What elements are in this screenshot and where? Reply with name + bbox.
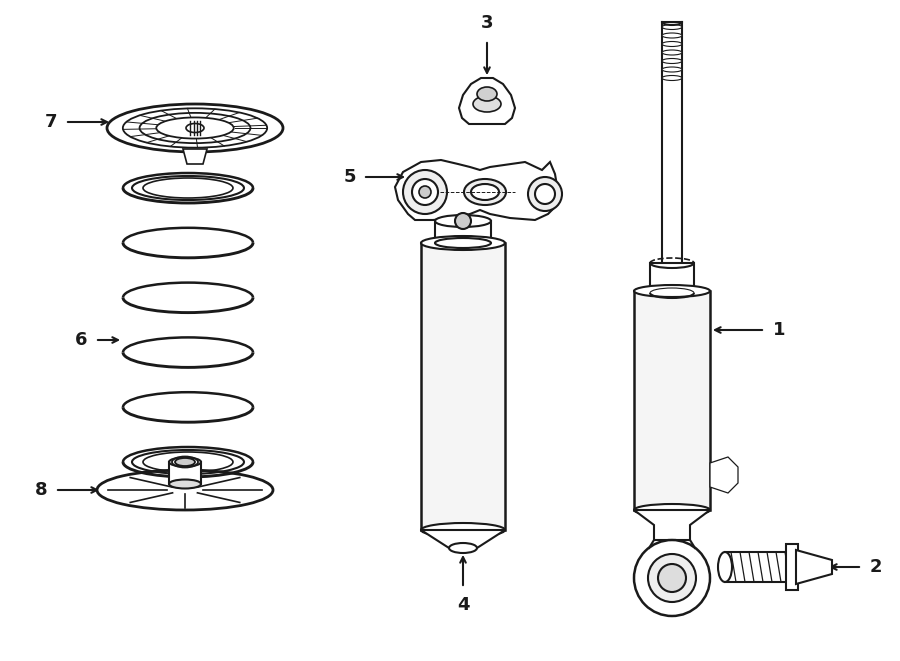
Text: 7: 7 <box>44 113 57 131</box>
Ellipse shape <box>421 523 505 537</box>
Ellipse shape <box>435 238 491 248</box>
Circle shape <box>634 540 710 616</box>
Ellipse shape <box>464 179 506 205</box>
Text: 2: 2 <box>870 558 883 576</box>
Polygon shape <box>459 78 515 124</box>
Ellipse shape <box>449 543 477 553</box>
Ellipse shape <box>473 96 501 112</box>
Circle shape <box>412 179 438 205</box>
Ellipse shape <box>634 285 710 297</box>
Ellipse shape <box>97 470 273 510</box>
Circle shape <box>419 186 431 198</box>
Circle shape <box>403 170 447 214</box>
Ellipse shape <box>122 108 267 147</box>
Circle shape <box>528 177 562 211</box>
Ellipse shape <box>471 184 499 200</box>
Ellipse shape <box>718 552 732 582</box>
Circle shape <box>658 564 686 592</box>
Ellipse shape <box>175 458 195 466</box>
Ellipse shape <box>662 50 682 55</box>
Polygon shape <box>796 550 832 584</box>
Ellipse shape <box>140 113 250 143</box>
Ellipse shape <box>662 59 682 63</box>
Text: 1: 1 <box>773 321 786 339</box>
FancyBboxPatch shape <box>435 221 491 243</box>
FancyBboxPatch shape <box>650 263 694 293</box>
Text: 3: 3 <box>481 14 493 32</box>
Ellipse shape <box>634 504 710 516</box>
Text: 6: 6 <box>75 331 87 349</box>
Ellipse shape <box>186 124 204 132</box>
Circle shape <box>648 554 696 602</box>
Ellipse shape <box>662 75 682 81</box>
FancyBboxPatch shape <box>169 462 201 484</box>
Polygon shape <box>710 457 738 493</box>
Ellipse shape <box>107 104 283 152</box>
Polygon shape <box>183 149 207 164</box>
Polygon shape <box>395 160 558 220</box>
Ellipse shape <box>477 87 497 101</box>
Ellipse shape <box>662 42 682 46</box>
FancyBboxPatch shape <box>421 243 505 530</box>
Ellipse shape <box>662 67 682 72</box>
Ellipse shape <box>169 479 201 488</box>
Polygon shape <box>786 544 798 590</box>
Polygon shape <box>634 510 710 540</box>
Circle shape <box>455 213 471 229</box>
FancyBboxPatch shape <box>634 291 710 510</box>
Ellipse shape <box>662 33 682 38</box>
Circle shape <box>535 184 555 204</box>
Polygon shape <box>421 530 505 548</box>
Ellipse shape <box>435 215 491 227</box>
Ellipse shape <box>662 24 682 30</box>
Ellipse shape <box>421 236 505 250</box>
Text: 5: 5 <box>344 168 356 186</box>
Ellipse shape <box>169 457 201 467</box>
Text: 4: 4 <box>456 596 469 614</box>
Text: 8: 8 <box>34 481 47 499</box>
Ellipse shape <box>157 118 234 139</box>
